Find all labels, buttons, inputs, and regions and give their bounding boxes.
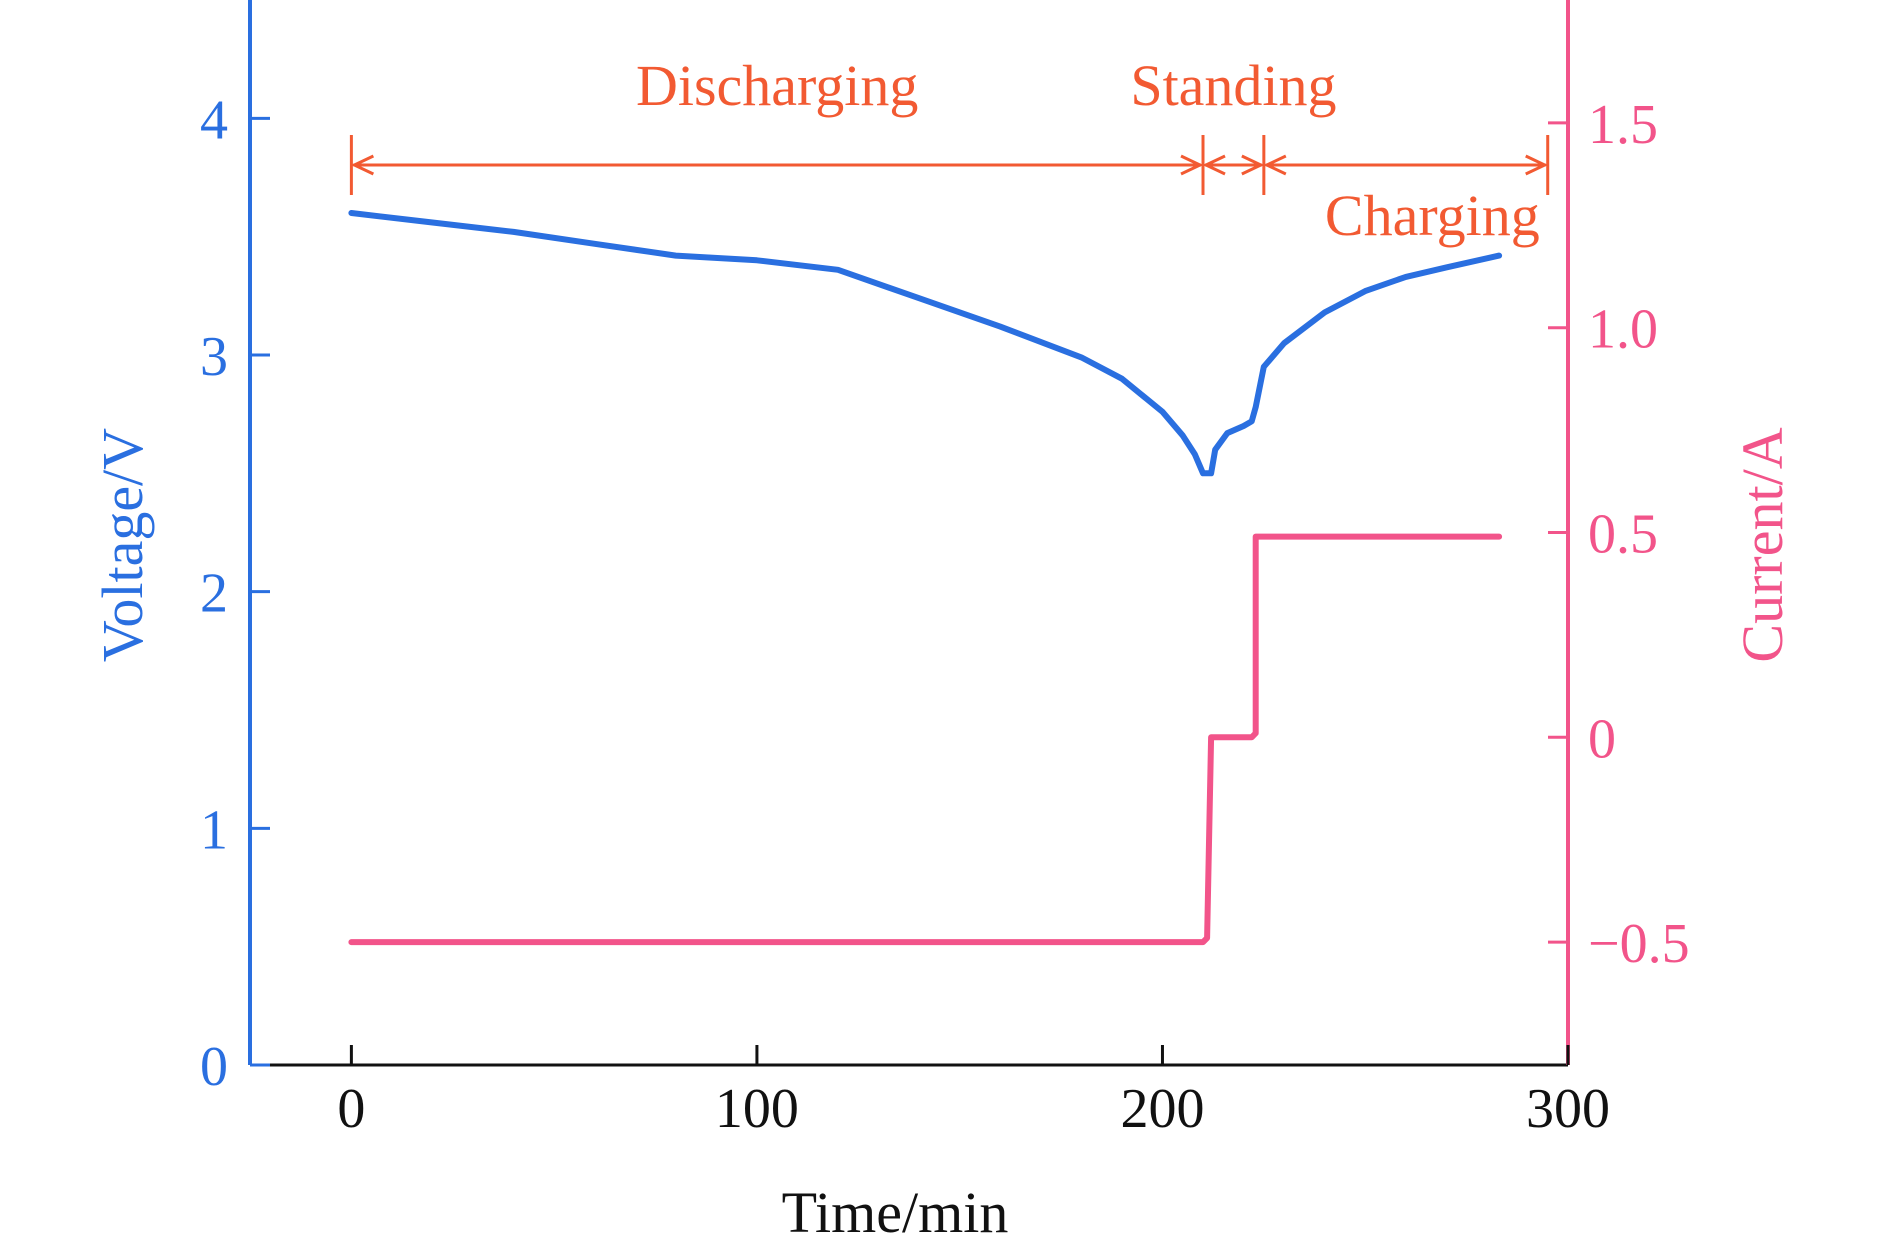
current-tick-label: 0 — [1588, 708, 1616, 770]
phase-annotations: Discharging Standing Charging — [349, 53, 1550, 248]
phase-label: Discharging — [636, 53, 918, 118]
voltage-tick-label: 4 — [200, 89, 228, 151]
voltage-tick-label: 2 — [200, 563, 228, 625]
x-tick-label: 200 — [1120, 1078, 1204, 1140]
phase-arrowhead — [1525, 154, 1549, 176]
x-tick-label: 300 — [1526, 1078, 1610, 1140]
voltage-tick-label: 1 — [200, 799, 228, 861]
phase-label: Charging — [1325, 183, 1540, 248]
current-axis: −0.5 0 0.5 1.0 1.5 — [1548, 94, 1690, 975]
current-tick-label: 1.0 — [1588, 299, 1658, 361]
phase-arrowhead — [1263, 154, 1287, 176]
voltage-tick-label: 0 — [200, 1036, 228, 1098]
phase-arrowhead — [350, 154, 375, 176]
current-tick-label: 0.5 — [1588, 504, 1658, 566]
phase-arrowhead — [1202, 154, 1226, 176]
x-tick-label: 100 — [715, 1078, 799, 1140]
plot-frame — [248, 0, 1570, 1067]
voltage-axis-label: Voltage/V — [90, 428, 155, 662]
current-axis-label: Current/A — [1730, 427, 1795, 662]
phase-label: Standing — [1130, 53, 1336, 118]
x-axis: 0 100 200 300 — [337, 1045, 1610, 1140]
voltage-tick-label: 3 — [200, 326, 228, 388]
series-layer — [348, 210, 1503, 946]
phase-arrowhead — [1180, 154, 1204, 176]
current-series-line — [348, 533, 1503, 946]
voltage-axis: 0 1 2 3 4 — [200, 89, 270, 1098]
phase-arrowhead — [1241, 154, 1265, 176]
x-axis-label: Time/min — [782, 1180, 1009, 1238]
current-tick-label: 1.5 — [1588, 94, 1658, 156]
current-tick-label: −0.5 — [1588, 913, 1690, 975]
voltage-series-line — [348, 210, 1503, 477]
x-tick-label: 0 — [337, 1078, 365, 1140]
